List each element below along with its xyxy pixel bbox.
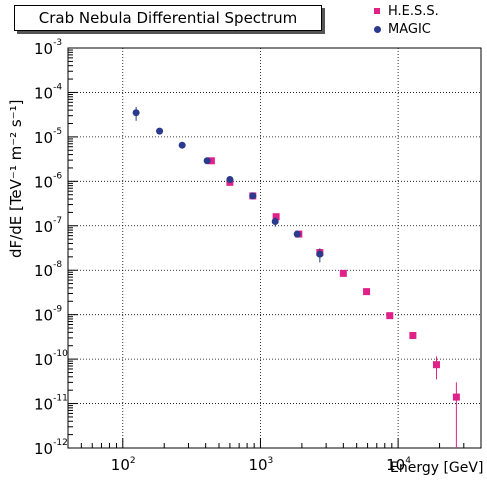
data-point-hess	[207, 157, 215, 165]
y-tick-label: 10-6	[34, 171, 62, 191]
y-tick-label: 10-4	[34, 82, 62, 102]
y-tick-label: 10-8	[34, 260, 62, 280]
data-point-magic	[316, 250, 324, 258]
y-tick-label: 10-9	[34, 305, 62, 325]
data-point-magic	[293, 230, 301, 238]
y-axis-label: dF/dE [TeV⁻¹ m⁻² s⁻¹]	[7, 99, 25, 258]
y-tick-label: 10-11	[34, 394, 68, 414]
y-tick-label: 10-3	[34, 38, 62, 58]
chart-title: Crab Nebula Differential Spectrum	[14, 5, 322, 31]
data-point-magic	[156, 127, 164, 135]
data-point-magic	[226, 175, 234, 183]
data-point-hess	[409, 331, 417, 339]
legend-marker-magic	[373, 25, 381, 33]
y-tick-label: 10-5	[34, 127, 62, 147]
data-point-hess	[272, 213, 280, 221]
legend-item-magic: MAGIC	[366, 20, 439, 38]
legend-label-magic: MAGIC	[388, 21, 431, 37]
y-tick-label: 10-7	[34, 216, 62, 236]
data-point-hess	[363, 288, 371, 296]
y-tick-label: 10-10	[34, 349, 68, 369]
data-point-magic	[203, 157, 211, 165]
data-point-hess	[339, 269, 347, 277]
data-point-hess	[386, 312, 394, 320]
data-point-magic	[132, 109, 140, 117]
data-point-magic	[271, 217, 279, 225]
x-axis-label: Energy [GeV]	[390, 460, 484, 476]
x-tick-label: 103	[248, 456, 273, 474]
legend-label-hess: H.E.S.S.	[388, 3, 439, 19]
x-tick-label: 104	[386, 456, 411, 474]
data-point-hess	[432, 361, 440, 369]
legend-marker-hess	[374, 8, 380, 14]
data-point-magic	[249, 192, 257, 200]
data-point-magic	[178, 141, 186, 149]
plot-frame	[67, 47, 482, 449]
legend-item-hess: H.E.S.S.	[366, 2, 439, 20]
data-point-hess	[452, 393, 460, 401]
x-tick-label: 102	[111, 456, 136, 474]
chart-legend: H.E.S.S. MAGIC	[366, 2, 439, 38]
y-tick-label: 10-12	[34, 438, 68, 458]
